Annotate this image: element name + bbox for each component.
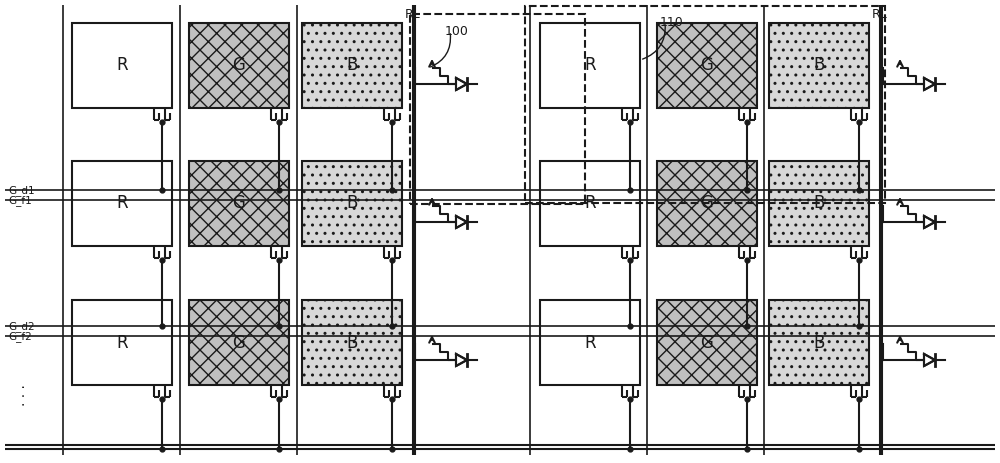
Text: G: G <box>233 56 245 75</box>
Bar <box>657 23 757 108</box>
Text: B: B <box>813 56 825 75</box>
Bar <box>657 300 757 385</box>
Text: R: R <box>116 194 128 213</box>
Bar <box>189 161 289 246</box>
Bar <box>540 161 640 246</box>
Text: B: B <box>346 56 358 75</box>
Bar <box>302 300 402 385</box>
Text: G_d1: G_d1 <box>8 186 35 196</box>
Bar <box>769 23 869 108</box>
Polygon shape <box>456 78 467 90</box>
Bar <box>302 23 402 108</box>
Text: B: B <box>346 194 358 213</box>
Text: G: G <box>233 194 245 213</box>
Text: · · ·: · · · <box>18 384 32 406</box>
Text: R: R <box>584 56 596 75</box>
Bar <box>302 161 402 246</box>
Text: G: G <box>701 194 713 213</box>
Text: R: R <box>584 333 596 351</box>
Bar <box>72 300 172 385</box>
Polygon shape <box>924 354 935 366</box>
Text: B: B <box>346 333 358 351</box>
Polygon shape <box>924 78 935 90</box>
Text: G_f1: G_f1 <box>8 195 32 206</box>
Text: G: G <box>701 56 713 75</box>
Polygon shape <box>456 216 467 228</box>
Bar <box>540 23 640 108</box>
Bar <box>72 161 172 246</box>
Text: RL: RL <box>872 8 888 21</box>
Bar <box>769 300 869 385</box>
Text: G: G <box>233 333 245 351</box>
Bar <box>540 300 640 385</box>
Bar <box>72 23 172 108</box>
Text: RL: RL <box>405 8 421 21</box>
Text: G_f2: G_f2 <box>8 332 32 343</box>
Bar <box>525 6 885 203</box>
Text: B: B <box>813 194 825 213</box>
Bar <box>769 161 869 246</box>
Text: 100: 100 <box>445 25 469 38</box>
Polygon shape <box>924 216 935 228</box>
Polygon shape <box>456 354 467 366</box>
Text: G_d2: G_d2 <box>8 321 35 332</box>
Bar <box>189 300 289 385</box>
Text: R: R <box>584 194 596 213</box>
Text: R: R <box>116 333 128 351</box>
Bar <box>189 23 289 108</box>
Text: G: G <box>701 333 713 351</box>
Text: 110: 110 <box>660 16 684 29</box>
Bar <box>657 161 757 246</box>
Text: R: R <box>116 56 128 75</box>
Bar <box>410 14 585 204</box>
Text: B: B <box>813 333 825 351</box>
